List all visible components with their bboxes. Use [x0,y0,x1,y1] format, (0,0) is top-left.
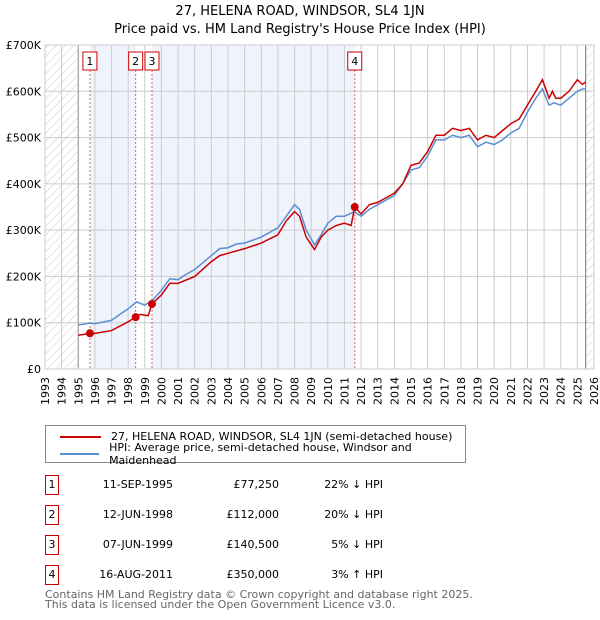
x-tick-label: 2024 [555,377,568,405]
sale-row: 2 12-JUN-1998 £112,000 20% ↓ HPI [45,505,465,525]
x-tick-label: 1996 [89,377,102,405]
x-tick-label: 2019 [472,377,485,405]
x-tick-label: 2016 [422,377,435,405]
sale-label-number: 2 [132,55,139,68]
x-tick-label: 2013 [372,377,385,405]
x-tick-label: 2006 [255,377,268,405]
sale-number-badge: 2 [45,505,59,525]
sale-date: 12-JUN-1998 [102,508,173,521]
x-tick-label: 1999 [139,377,152,405]
sale-price: £350,000 [226,568,280,581]
sale-number-badge: 3 [45,535,59,555]
sale-hpi-diff: 22% ↓ HPI [324,478,383,491]
sale-date: 07-JUN-1999 [102,538,173,551]
sale-point [350,203,359,211]
y-tick-label: £200K [6,270,42,283]
x-tick-label: 2000 [155,377,168,405]
y-tick-label: £600K [6,85,42,98]
y-tick-label: £100K [6,317,42,330]
sale-hpi-diff: 3% ↑ HPI [331,568,383,581]
footer-line-1: Contains HM Land Registry data © Crown c… [45,588,473,601]
x-tick-label: 2022 [521,377,534,405]
footer: Contains HM Land Registry data © Crown c… [45,588,473,611]
sale-price: £77,250 [233,478,280,491]
x-tick-label: 1994 [56,377,69,405]
sale-number-badge: 1 [45,475,59,495]
x-tick-label: 2015 [405,377,418,405]
x-tick-label: 2004 [222,377,235,405]
x-tick-label: 2017 [438,377,451,405]
sale-price: £140,500 [226,538,280,551]
sale-label-box [128,51,144,71]
plot-border [44,44,595,370]
sale-number-badge: 4 [45,565,59,585]
y-tick-label: £0 [27,363,41,376]
sale-label-number: 3 [148,55,155,68]
legend-swatch-red [60,435,101,438]
y-tick-label: £500K [6,132,42,145]
sale-hpi-diff: 5% ↓ HPI [331,538,383,551]
ownership-shade [151,45,355,369]
x-tick-label: 2010 [322,377,335,405]
x-tick-label: 2014 [388,377,401,405]
hpi-line [78,87,586,326]
legend-label-hpi: HPI: Average price, semi-detached house,… [109,440,412,467]
y-tick-label: £700K [6,39,42,52]
sale-row: 4 16-AUG-2011 £350,000 3% ↑ HPI [45,565,465,585]
x-tick-label: 2008 [289,377,302,405]
sale-label-box [347,51,363,71]
sale-label-box [82,51,98,71]
sale-label-box [144,51,160,71]
y-tick-label: £300K [6,224,42,237]
x-tick-label: 2001 [172,377,185,405]
x-tick-label: 1997 [106,377,119,405]
sale-row: 3 07-JUN-1999 £140,500 5% ↓ HPI [45,535,465,555]
x-tick-label: 2026 [588,377,600,405]
sale-date: 11-SEP-1995 [102,478,173,491]
x-tick-label: 2012 [355,377,368,405]
sale-label-number: 1 [86,55,93,68]
x-tick-label: 1993 [39,377,52,405]
x-tick-label: 1995 [72,377,85,405]
hatch-region [585,45,594,369]
sale-point [147,299,156,308]
chart-title: 27, HELENA ROAD, WINDSOR, SL4 1JN [175,4,425,19]
sale-label-number: 4 [351,55,358,68]
sale-price: £112,000 [226,508,280,521]
x-tick-label: 2018 [455,377,468,405]
footer-line-2: This data is licensed under the Open Gov… [45,598,396,611]
x-tick-label: 2025 [571,377,584,405]
x-tick-label: 2011 [338,377,351,405]
x-tick-label: 2021 [505,377,518,405]
x-tick-label: 2020 [488,377,501,405]
price-chart: 1993 1994 1995 1996 1997 1998 1999 2000 2001 2002… [6,39,600,405]
property-price-line [78,77,587,336]
x-tick-label: 2002 [189,377,202,405]
x-tick-label: 2023 [538,377,551,405]
legend-swatch-blue [60,452,100,455]
x-tick-label: 1998 [122,377,135,405]
sale-point [85,329,94,338]
sale-date: 16-AUG-2011 [99,568,173,581]
legend-label-property: 27, HELENA ROAD, WINDSOR, SL4 1JN (semi-… [111,430,453,443]
chart-subtitle: Price paid vs. HM Land Registry's House … [114,22,486,37]
sale-row: 1 11-SEP-1995 £77,250 22% ↓ HPI [45,475,465,495]
legend: 27, HELENA ROAD, WINDSOR, SL4 1JN (semi-… [45,425,466,467]
sale-hpi-diff: 20% ↓ HPI [324,508,383,521]
sale-point [131,313,140,322]
x-tick-label: 2009 [305,377,318,405]
x-tick-label: 2007 [272,377,285,405]
x-tick-label: 2003 [205,377,218,405]
x-tick-label: 2005 [239,377,252,405]
y-tick-label: £400K [6,178,42,191]
